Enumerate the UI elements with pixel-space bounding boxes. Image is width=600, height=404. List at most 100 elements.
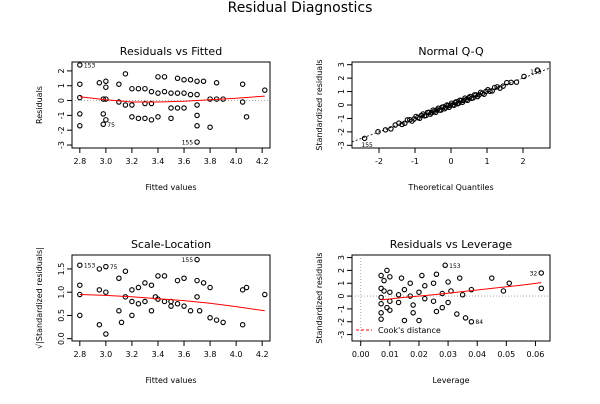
- data-point: [122, 268, 129, 275]
- data-point: [468, 286, 475, 293]
- x-tick-label: 3.0: [100, 157, 113, 166]
- x-tick-label: 3.8: [204, 157, 217, 166]
- data-point: [77, 282, 83, 288]
- data-point: [378, 294, 384, 301]
- y-tick-label: 1: [337, 281, 346, 286]
- data-point: [441, 106, 448, 112]
- data-point: [168, 115, 174, 122]
- data-point: [194, 102, 200, 108]
- y-tick-label: 0: [337, 102, 346, 107]
- data-point: [462, 315, 469, 321]
- data-point: [407, 293, 413, 299]
- data-point: [116, 308, 122, 314]
- data-point: [442, 262, 448, 269]
- data-point: [427, 111, 434, 117]
- y-tick-label: 3: [337, 255, 346, 260]
- x-tick-label: 3.4: [152, 350, 165, 359]
- y-tick-label: -3: [337, 331, 346, 339]
- panel-1: Residuals vs Fitted 2.8 3.0 3.2 3.4 3.6 3.8 4.0…: [35, 45, 271, 192]
- data-point: [174, 75, 181, 82]
- x-tick-label: 0.04: [468, 350, 486, 359]
- data-point: [194, 123, 200, 129]
- x-tick-label: 0.03: [439, 350, 457, 359]
- data-point: [77, 111, 83, 117]
- data-point: [96, 266, 103, 272]
- data-point: [387, 274, 393, 280]
- data-point: [77, 94, 83, 101]
- data-point: [103, 84, 109, 90]
- data-point: [174, 277, 181, 284]
- data-point: [213, 80, 220, 86]
- data-point: [361, 135, 368, 142]
- data-point: [456, 275, 463, 281]
- point-label: 155: [182, 257, 194, 264]
- data-point: [213, 317, 220, 323]
- x-tick-label: 4.2: [256, 350, 269, 359]
- point-label: 32: [530, 270, 538, 277]
- data-point: [407, 280, 413, 286]
- data-point: [118, 319, 125, 326]
- x-axis-label: Fitted values: [145, 376, 196, 385]
- x-tick-label: 3.4: [152, 157, 165, 166]
- data-point: [96, 287, 103, 293]
- data-point: [378, 301, 384, 307]
- x-tick-label: 0.06: [527, 350, 545, 359]
- cooks-distance-legend-label: Cook's distance: [378, 326, 441, 335]
- x-tick-label: -2: [375, 157, 383, 166]
- data-point: [77, 81, 83, 87]
- data-point: [378, 310, 384, 316]
- data-point: [116, 275, 122, 281]
- data-point: [103, 78, 109, 85]
- y-tick-label: 0.0: [57, 332, 66, 345]
- data-point: [395, 292, 402, 298]
- data-point: [148, 100, 155, 107]
- smoother-line: [381, 282, 542, 301]
- panel-title: Residuals vs Fitted: [120, 45, 222, 58]
- data-point: [148, 117, 155, 123]
- data-point: [500, 288, 507, 294]
- data-point: [77, 312, 83, 319]
- data-point: [196, 308, 203, 314]
- data-point: [262, 291, 268, 298]
- data-point: [416, 289, 422, 295]
- data-point: [381, 277, 387, 284]
- data-point: [207, 96, 213, 102]
- data-point: [194, 256, 200, 263]
- data-point: [410, 302, 416, 308]
- data-point: [161, 88, 168, 95]
- data-point: [155, 90, 161, 96]
- data-point: [129, 85, 135, 92]
- data-point: [220, 319, 226, 326]
- y-tick-label: -1: [57, 111, 66, 119]
- x-tick-label: 2.8: [73, 157, 86, 166]
- panel-4: Residuals vs Leverage 0.00 0.01 0.02 0.03 0.0…: [315, 238, 551, 385]
- data-point: [378, 272, 384, 279]
- y-tick-label: -1: [337, 305, 346, 313]
- data-point: [148, 88, 155, 95]
- data-point: [116, 99, 122, 105]
- data-point: [148, 282, 155, 288]
- point-label: 155: [182, 140, 194, 147]
- x-tick-label: 0.02: [410, 350, 428, 359]
- panel-3: Scale-Location 2.8 3.0 3.2 3.4 3.6 3.8 4.0 4.2 0.…: [35, 238, 271, 385]
- data-point: [422, 283, 428, 289]
- panel-title: Scale-Location: [131, 238, 211, 251]
- data-point: [243, 114, 250, 120]
- data-point: [142, 298, 148, 305]
- data-point: [96, 321, 103, 328]
- data-point: [445, 279, 451, 285]
- data-point: [129, 287, 135, 293]
- data-point: [103, 331, 109, 337]
- data-point: [491, 84, 498, 91]
- point-label: 153: [530, 69, 542, 76]
- data-point: [431, 108, 438, 114]
- data-point: [161, 273, 168, 279]
- y-tick-label: 1: [57, 83, 66, 88]
- data-point: [142, 100, 148, 107]
- data-point: [239, 99, 246, 105]
- panel-2: Normal Q-Q -2 -1 0 1 2 -3 -2 -1 0 1 2 3 Theoretical Q…: [315, 45, 551, 192]
- data-point: [142, 280, 148, 286]
- data-point: [103, 289, 109, 295]
- data-point: [116, 81, 122, 87]
